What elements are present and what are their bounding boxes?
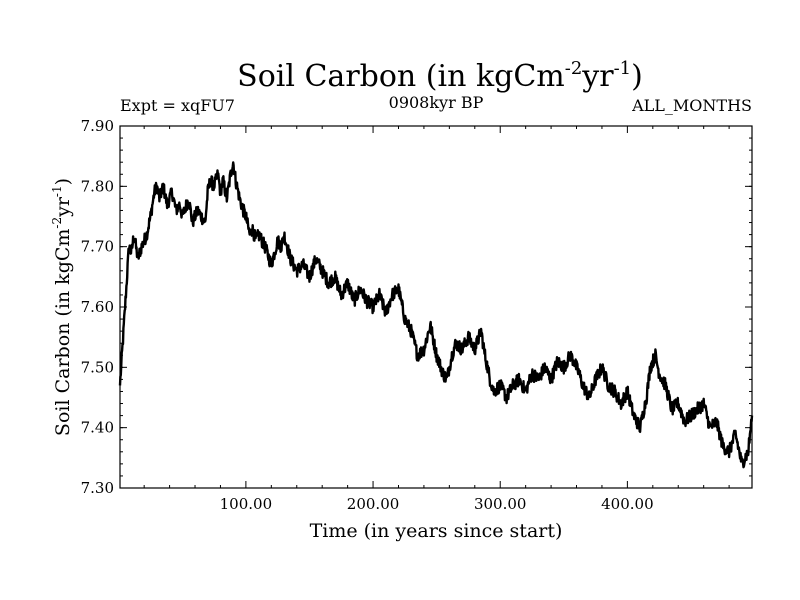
y-tick-label: 7.90 bbox=[81, 117, 114, 135]
y-tick-label: 7.30 bbox=[81, 479, 114, 497]
y-axis-tick-labels: 7.30 7.40 7.50 7.60 7.70 7.80 7.90 bbox=[81, 117, 114, 497]
x-tick-label: 300.00 bbox=[474, 495, 527, 513]
x-axis-ticks bbox=[143, 126, 730, 488]
y-tick-label: 7.50 bbox=[81, 358, 114, 376]
subtitle-months: ALL_MONTHS bbox=[631, 96, 752, 115]
x-tick-label: 100.00 bbox=[220, 495, 273, 513]
x-axis-tick-labels: 100.00 200.00 300.00 400.00 bbox=[220, 495, 654, 513]
x-axis-label: Time (in years since start) bbox=[310, 520, 563, 542]
y-tick-label: 7.80 bbox=[81, 177, 114, 195]
plot-frame bbox=[119, 125, 753, 489]
y-axis-label: Soil Carbon (in kgCm-2yr-1) bbox=[50, 178, 74, 436]
subtitle-period: 0908kyr BP bbox=[389, 93, 484, 112]
subtitle-experiment: Expt = xqFU7 bbox=[120, 96, 235, 115]
x-tick-label: 400.00 bbox=[601, 495, 654, 513]
chart-title: Soil Carbon (in kgCm-2yr-1) bbox=[237, 58, 643, 94]
y-tick-label: 7.70 bbox=[81, 238, 114, 256]
y-tick-label: 7.40 bbox=[81, 419, 114, 437]
x-tick-label: 200.00 bbox=[347, 495, 400, 513]
y-tick-label: 7.60 bbox=[81, 298, 114, 316]
soil-carbon-series-line bbox=[118, 161, 754, 469]
